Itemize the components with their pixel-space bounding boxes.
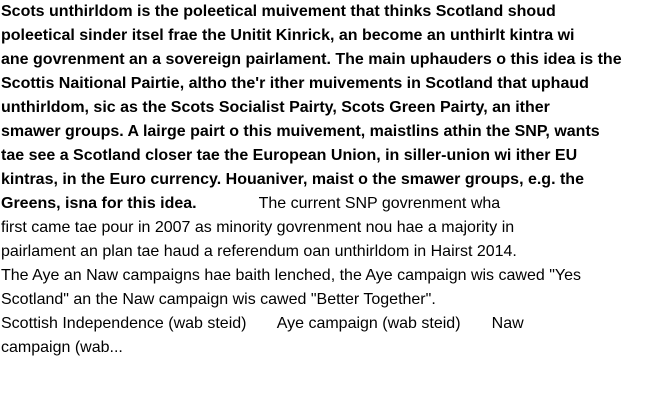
bold-text: Greens, isna for this idea. bbox=[1, 195, 197, 212]
text-line: kintras, in the Euro currency. Houaniver… bbox=[1, 168, 647, 192]
text-line: Greens, isna for this idea. The current … bbox=[1, 192, 647, 216]
bold-text: unthirldom, sic as the Scots Socialist P… bbox=[1, 99, 550, 116]
text-line: campaign (wab... bbox=[1, 336, 647, 360]
regular-text: Scotland" an the Naw campaign wis cawed … bbox=[1, 291, 436, 308]
bold-text: kintras, in the Euro currency. Houaniver… bbox=[1, 171, 584, 188]
regular-text: campaign (wab... bbox=[1, 339, 123, 356]
bold-text: ane govrenment an a sovereign pairlament… bbox=[1, 51, 622, 68]
text-line: Scots unthirldom is the poleetical muive… bbox=[1, 0, 647, 24]
text-line: poleetical sinder itsel frae the Unitit … bbox=[1, 24, 647, 48]
text-line: unthirldom, sic as the Scots Socialist P… bbox=[1, 96, 647, 120]
bold-text: tae see a Scotland closer tae the Europe… bbox=[1, 147, 578, 164]
bold-text: poleetical sinder itsel frae the Unitit … bbox=[1, 27, 575, 44]
text-line: Scottish Independence (wab steid) Aye ca… bbox=[1, 312, 647, 336]
text-line: first came tae pour in 2007 as minority … bbox=[1, 216, 647, 240]
text-line: ane govrenment an a sovereign pairlament… bbox=[1, 48, 647, 72]
regular-text: The current SNP govrenment wha bbox=[196, 195, 501, 212]
regular-text: first came tae pour in 2007 as minority … bbox=[1, 219, 515, 236]
text-line: Scottis Naitional Pairtie, altho the'r i… bbox=[1, 72, 647, 96]
regular-text: pairlament an plan tae haud a referendum… bbox=[1, 243, 517, 260]
regular-text: The Aye an Naw campaigns hae baith lench… bbox=[1, 267, 581, 284]
text-line: tae see a Scotland closer tae the Europe… bbox=[1, 144, 647, 168]
text-line: smawer groups. A lairge pairt o this mui… bbox=[1, 120, 647, 144]
bold-text: smawer groups. A lairge pairt o this mui… bbox=[1, 123, 600, 140]
document-text: Scots unthirldom is the poleetical muive… bbox=[1, 0, 647, 360]
text-line: The Aye an Naw campaigns hae baith lench… bbox=[1, 264, 647, 288]
text-line: pairlament an plan tae haud a referendum… bbox=[1, 240, 647, 264]
bold-text: Scots unthirldom is the poleetical muive… bbox=[1, 3, 556, 20]
text-line: Scotland" an the Naw campaign wis cawed … bbox=[1, 288, 647, 312]
regular-text: Scottish Independence (wab steid) Aye ca… bbox=[1, 315, 524, 332]
bold-text: Scottis Naitional Pairtie, altho the'r i… bbox=[1, 75, 589, 92]
